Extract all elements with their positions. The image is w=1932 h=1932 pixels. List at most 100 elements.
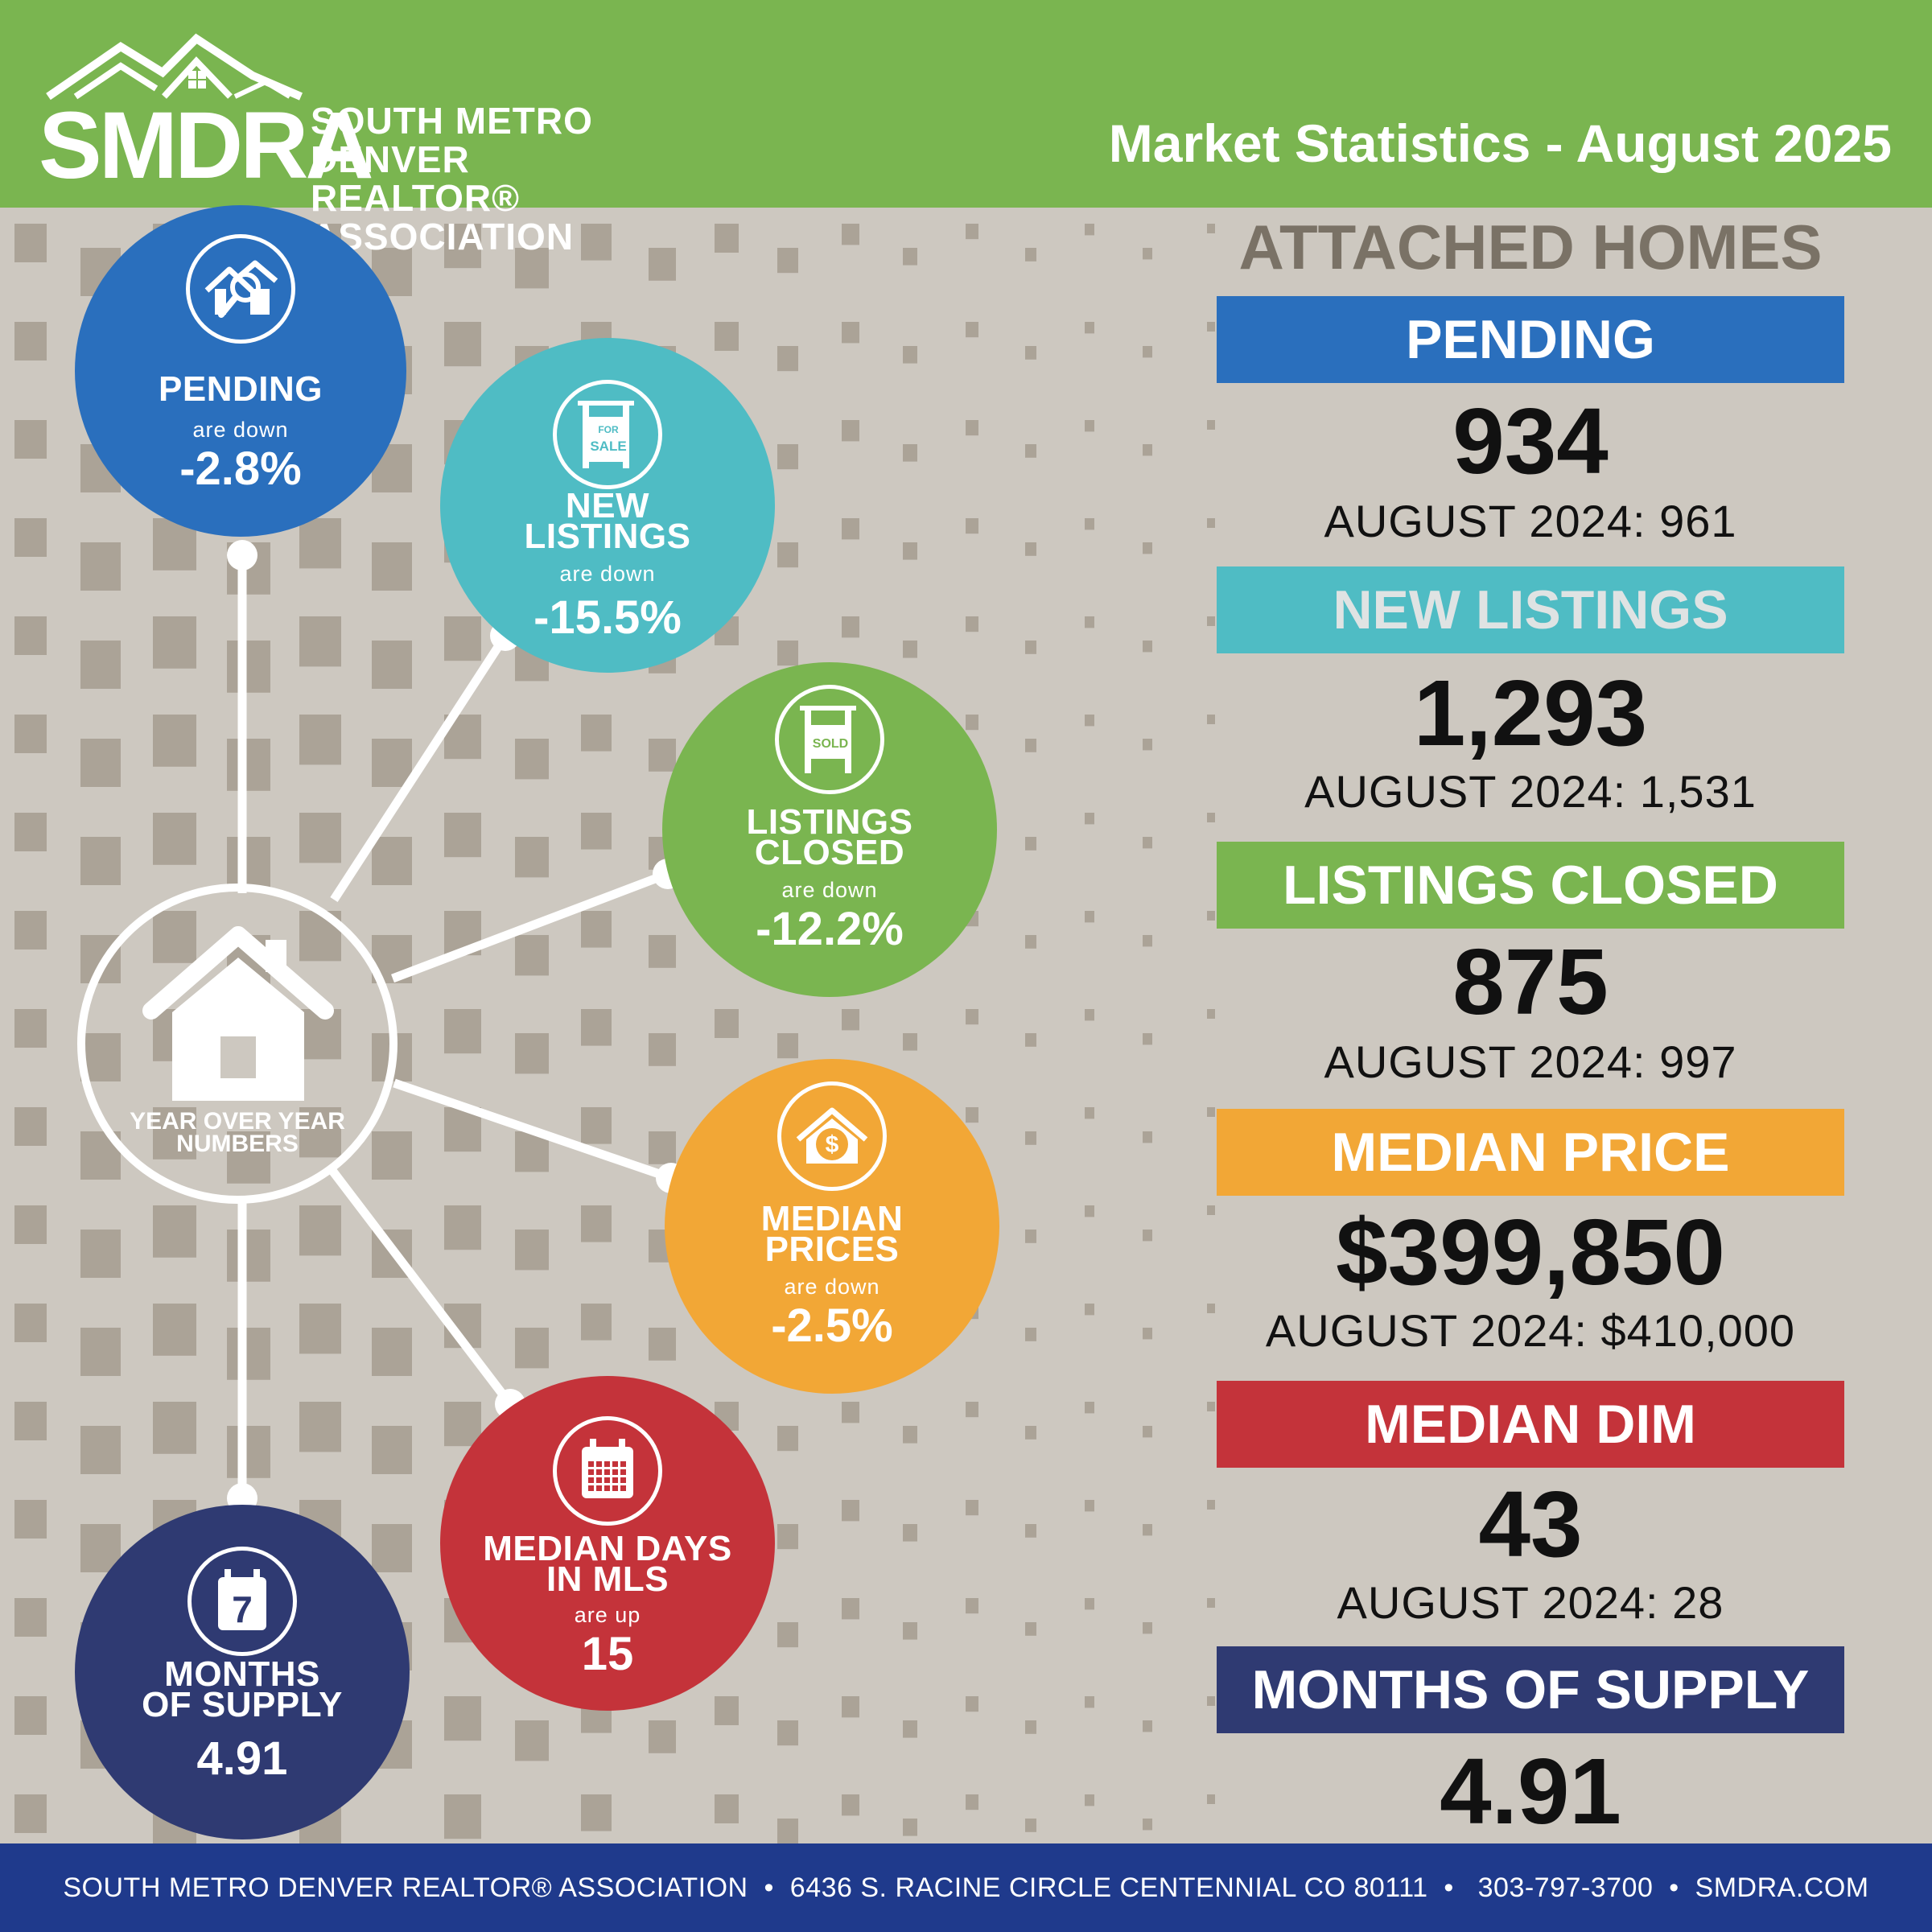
background-square (777, 1720, 798, 1746)
background-square (903, 444, 917, 462)
calendar-7-icon: 7 (187, 1547, 297, 1656)
background-square (842, 616, 859, 638)
connector-median-price (393, 1078, 673, 1183)
background-square (1143, 1819, 1152, 1831)
background-square (1025, 1426, 1036, 1440)
background-square (1143, 444, 1152, 456)
background-square (777, 1524, 798, 1550)
background-square (581, 224, 612, 261)
background-square (903, 1622, 917, 1640)
background-square (777, 248, 798, 274)
background-square (903, 1033, 917, 1051)
background-square (14, 322, 47, 360)
background-square (1207, 1009, 1215, 1019)
background-square (515, 1033, 549, 1074)
background-square (715, 1794, 739, 1823)
background-square (14, 224, 47, 262)
pending-circle-value: -2.8% (179, 443, 302, 495)
calendar-icon (553, 1416, 662, 1526)
background-square (1025, 346, 1036, 360)
background-square (1207, 1598, 1215, 1608)
background-square (1025, 248, 1036, 262)
background-square (1025, 1230, 1036, 1243)
background-square (715, 224, 739, 253)
background-square (1143, 1230, 1152, 1242)
background-square (299, 1402, 341, 1452)
background-square (1085, 1794, 1094, 1806)
background-square (153, 715, 196, 767)
background-square (299, 616, 341, 667)
background-square (444, 1402, 481, 1447)
background-square (842, 322, 859, 344)
background-square (966, 1598, 978, 1614)
background-square (649, 1720, 676, 1753)
background-square (777, 1033, 798, 1059)
listings-closed-value: 875 (1452, 929, 1609, 1034)
median-prices-label-line-1: MEDIAN (760, 1199, 904, 1238)
background-square (966, 1107, 978, 1123)
background-square (1207, 224, 1215, 233)
background-square (581, 1304, 612, 1341)
background-square (842, 1500, 859, 1522)
section-title: ATTACHED HOMES (1238, 212, 1823, 282)
median-days-circle: MEDIAN DAYS IN MLS are up 15 (440, 1376, 775, 1711)
roofline-icon (46, 33, 303, 101)
background-square (1085, 1304, 1094, 1316)
background-square (515, 935, 549, 976)
background-square (777, 1819, 798, 1843)
background-square (966, 420, 978, 436)
median-days-label-line-1: MEDIAN DAYS (483, 1529, 732, 1568)
background-square (777, 346, 798, 372)
background-square (515, 248, 549, 289)
background-square (581, 1009, 612, 1046)
background-square (227, 837, 270, 889)
footer-bar: SOUTH METRO DENVER REALTOR® ASSOCIATION … (0, 1843, 1932, 1932)
background-square (581, 715, 612, 752)
new-listings-previous: AUGUST 2024: 1,531 (1304, 766, 1757, 817)
background-square (1143, 935, 1152, 947)
pending-circle-direction: are down (192, 418, 289, 442)
background-square (299, 715, 341, 765)
background-square (842, 1009, 859, 1031)
background-square (903, 542, 917, 560)
background-square (153, 1304, 196, 1356)
pending-circle: PENDING are down -2.8% (75, 205, 406, 537)
new-listings-label-line-2: LISTINGS (524, 517, 691, 556)
background-square (1143, 346, 1152, 358)
new-listings-circle-direction: are down (559, 562, 656, 586)
background-square (1025, 542, 1036, 556)
new-listings-circle-label: NEW LISTINGS (440, 488, 775, 556)
background-square (1025, 739, 1036, 752)
background-square (14, 1500, 47, 1539)
background-square (649, 935, 676, 968)
background-square (1085, 813, 1094, 825)
median-days-label-line-2: IN MLS (546, 1559, 669, 1599)
median-prices-circle: $ MEDIAN PRICES are down -2.5% (665, 1059, 999, 1394)
months-of-supply-band: MONTHS OF SUPPLY (1217, 1646, 1844, 1733)
background-square (1207, 322, 1215, 332)
background-square (153, 1205, 196, 1258)
background-square (1025, 1328, 1036, 1341)
svg-text:$: $ (826, 1131, 839, 1158)
listings-closed-label-line-1: LISTINGS (746, 802, 913, 842)
background-square (903, 1819, 917, 1836)
logo-line-2: REALTOR® ASSOCIATION (311, 177, 575, 257)
background-square (1207, 813, 1215, 822)
background-square (715, 322, 739, 351)
background-square (14, 420, 47, 459)
listings-closed-circle: SOLD LISTINGS CLOSED are down -12.2% (662, 662, 997, 997)
background-square (1143, 1328, 1152, 1340)
sold-sign-text: SOLD (813, 737, 848, 751)
background-square (777, 542, 798, 568)
median-days-circle-label: MEDIAN DAYS IN MLS (440, 1529, 775, 1599)
background-square (1025, 1131, 1036, 1145)
background-square (1143, 837, 1152, 849)
background-square (14, 813, 47, 851)
background-square (1207, 911, 1215, 921)
background-square (227, 1328, 270, 1380)
background-square (372, 1328, 412, 1376)
median-price-band: MEDIAN PRICE (1217, 1109, 1844, 1196)
new-listings-band: NEW LISTINGS (1217, 566, 1844, 653)
listings-closed-circle-value: -12.2% (756, 903, 904, 955)
background-square (1207, 420, 1215, 430)
